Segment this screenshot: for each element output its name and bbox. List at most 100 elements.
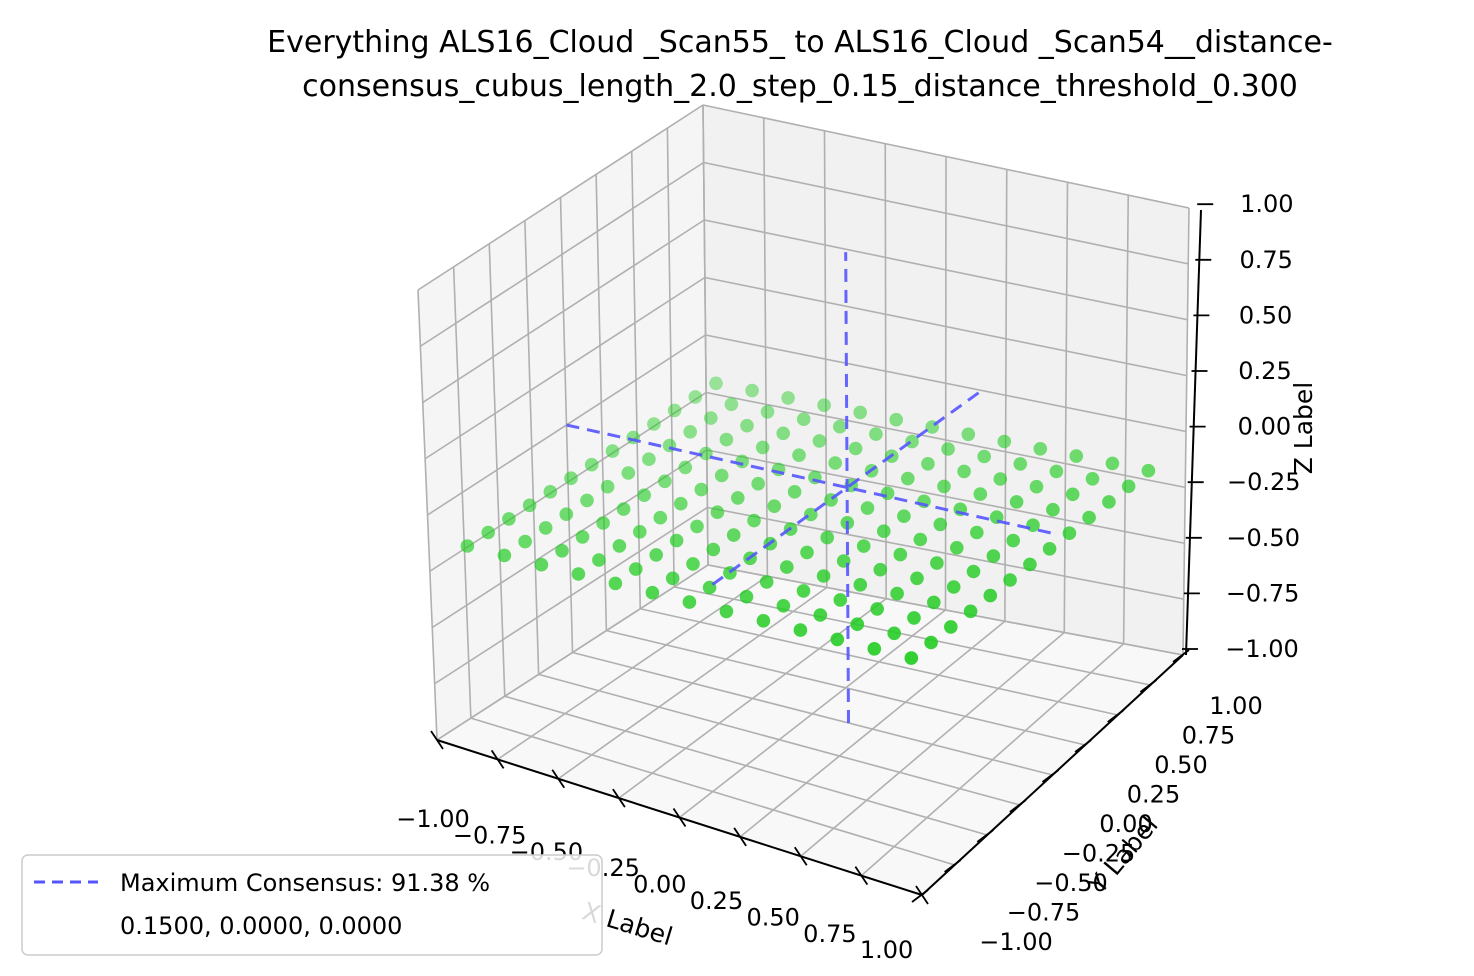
scatter-point (781, 391, 795, 405)
scatter-point (904, 651, 919, 665)
scatter-point (860, 501, 875, 515)
scatter-point (629, 562, 643, 576)
consensus-line-y (711, 389, 983, 586)
scatter-point (950, 541, 964, 555)
scatter-point (518, 534, 532, 549)
y-tick-label: 0.75 (1182, 722, 1235, 750)
scatter-point (755, 440, 770, 455)
scatter-point (1006, 533, 1020, 548)
scatter-point (1046, 502, 1060, 517)
scatter-point (921, 457, 935, 471)
scatter-point (796, 584, 811, 598)
scatter-point (709, 376, 723, 391)
scatter-point (739, 589, 754, 604)
scatter-point (927, 595, 941, 610)
scatter-point (1102, 495, 1116, 509)
scatter-point (571, 567, 586, 581)
scatter-point (682, 595, 697, 609)
scatter-point (817, 398, 831, 413)
y-tick-mark (944, 859, 962, 873)
scatter-point (993, 472, 1008, 486)
scatter-point (616, 502, 631, 516)
x-tick-mark (430, 730, 444, 750)
grid-line (422, 219, 705, 404)
scatter-point (538, 521, 553, 535)
grid-lines (417, 104, 1190, 896)
scatter-point (793, 623, 808, 637)
scatter-point (665, 571, 680, 586)
scatter-point (833, 593, 848, 607)
scatter-point (913, 532, 928, 547)
scatter-point (853, 578, 868, 592)
scatter-point (944, 620, 958, 634)
z-tick-label: 0.00 (1238, 413, 1291, 441)
scatter-point (963, 604, 978, 619)
scatter-point (751, 476, 765, 491)
scatter-point (731, 491, 745, 505)
legend: Maximum Consensus: 91.38 % 0.1500, 0.000… (21, 854, 603, 956)
grid-line (1063, 182, 1069, 633)
scatter-point (1082, 510, 1096, 525)
legend-entry-label: Maximum Consensus: 91.38 % (120, 869, 490, 897)
scatter-point (986, 549, 1001, 563)
z-tick-label: −0.25 (1227, 468, 1301, 496)
y-tick-label: 0.00 (1099, 810, 1152, 838)
scatter-point (694, 482, 709, 497)
grid-line (673, 586, 1151, 686)
scatter-point (800, 545, 814, 560)
scatter-point (966, 564, 981, 579)
scatter-point (1049, 464, 1064, 479)
scatter-point (612, 539, 627, 553)
chart-title-line-1: Everything ALS16_Cloud _Scan55_ to ALS16… (267, 25, 1333, 60)
scatter-point (735, 454, 749, 469)
scatter-point (726, 528, 741, 542)
scatter-point (678, 460, 693, 475)
scatter-point (877, 524, 891, 538)
scatter-point (600, 479, 615, 494)
z-tick-label: −0.75 (1226, 579, 1300, 607)
scatter-point (907, 611, 921, 625)
y-tick-label: 0.25 (1127, 781, 1180, 809)
y-tick-label: 1.00 (1209, 692, 1262, 720)
scatter-point (481, 525, 496, 540)
scatter-point (880, 486, 895, 501)
scatter-point (645, 585, 660, 600)
scatter-point (1029, 479, 1044, 494)
x-tick-label: −1.00 (396, 805, 470, 833)
y-tick-mark (1041, 769, 1060, 783)
scatter-point (930, 556, 944, 570)
scatter-point (592, 553, 606, 567)
scatter-point (756, 614, 771, 628)
scatter-point (1085, 472, 1100, 486)
scatter-point (1105, 456, 1120, 471)
grid-line (704, 276, 1187, 377)
grid-line (424, 276, 706, 460)
scatter-point (621, 466, 636, 480)
scatter-point (699, 446, 713, 461)
grid-line (572, 651, 1053, 776)
scatter-point (833, 419, 847, 434)
scatter-point (719, 604, 734, 619)
scatter-point (796, 412, 811, 427)
grid-line (1122, 195, 1130, 644)
scatter-point (830, 632, 845, 647)
scatter-point (564, 471, 578, 486)
scatter-point (642, 452, 656, 467)
y-tick-mark (1074, 739, 1092, 753)
scatter-point (719, 432, 734, 447)
grid-line (640, 607, 1118, 716)
grid-line (702, 104, 1190, 209)
scatter-point (688, 390, 703, 404)
scatter-point (946, 580, 961, 594)
scatter-point (850, 617, 865, 631)
scatter-point (816, 569, 831, 583)
scatter-point (848, 441, 863, 456)
scatter-point (649, 548, 663, 562)
legend-entry-coordinates: 0.1500, 0.0000, 0.0000 (120, 912, 402, 940)
scatter-point (543, 485, 558, 499)
scatter-point (647, 417, 661, 431)
scatter-point (1121, 479, 1136, 494)
scatter-point (1065, 487, 1080, 502)
z-tick-label: −0.50 (1226, 524, 1300, 552)
